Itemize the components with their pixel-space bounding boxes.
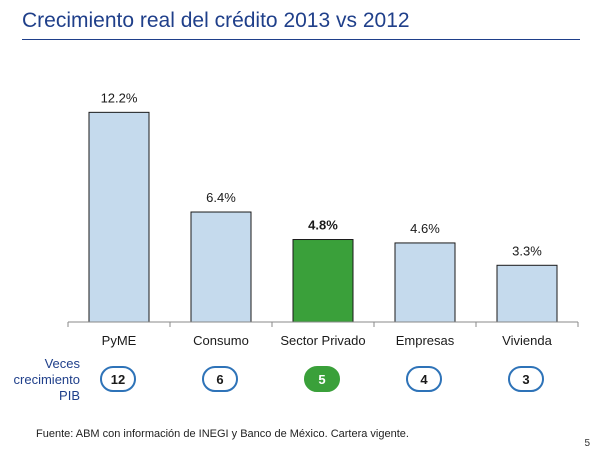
data-label-sector-privado: 4.8%: [308, 218, 338, 233]
source-note: Fuente: ABM con información de INEGI y B…: [36, 428, 409, 440]
category-label-pyme: PyME: [102, 333, 137, 348]
pib-badge-empresas: 4: [406, 366, 442, 392]
bar-vivienda: [496, 264, 558, 323]
category-label-sector-privado: Sector Privado: [280, 333, 365, 348]
pib-badge-vivienda: 3: [508, 366, 544, 392]
data-label-vivienda: 3.3%: [512, 243, 542, 258]
bar-chart: 12.2% PyME 6.4% Consumo 4.8% Sector Privado 4.…: [67, 90, 579, 348]
bar-empresas: [394, 242, 456, 323]
category-label-empresas: Empresas: [396, 333, 455, 348]
page-number: 5: [584, 438, 590, 449]
category-label-vivienda: Vivienda: [502, 333, 552, 348]
bar-pyme: [88, 111, 150, 323]
bar-consumo: [190, 211, 252, 323]
data-label-consumo: 6.4%: [206, 190, 236, 205]
pib-badge-pyme: 12: [100, 366, 136, 392]
pib-label-line: crecimiento: [13, 372, 80, 387]
pib-badge-consumo: 6: [202, 366, 238, 392]
data-label-pyme: 12.2%: [101, 90, 138, 105]
pib-badge-sector-privado: 5: [304, 366, 340, 392]
title-divider: [22, 39, 580, 40]
pib-label-line: Veces: [44, 356, 80, 371]
page-title: Crecimiento real del crédito 2013 vs 201…: [22, 9, 410, 32]
category-label-consumo: Consumo: [193, 333, 249, 348]
pib-label-line: PIB: [59, 388, 80, 403]
pib-row-label: Veces crecimiento PIB: [10, 356, 80, 404]
bar-sector-privado: [292, 239, 354, 323]
data-label-empresas: 4.6%: [410, 221, 440, 236]
